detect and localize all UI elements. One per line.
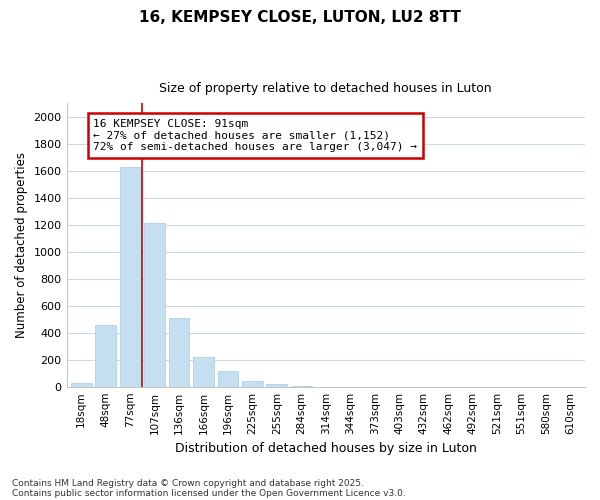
Bar [71, 382, 92, 386]
Bar [218, 371, 238, 386]
Bar [242, 382, 263, 386]
Bar [193, 357, 214, 386]
Bar [120, 168, 140, 386]
Text: 16, KEMPSEY CLOSE, LUTON, LU2 8TT: 16, KEMPSEY CLOSE, LUTON, LU2 8TT [139, 10, 461, 25]
Title: Size of property relative to detached houses in Luton: Size of property relative to detached ho… [160, 82, 492, 95]
X-axis label: Distribution of detached houses by size in Luton: Distribution of detached houses by size … [175, 442, 477, 455]
Y-axis label: Number of detached properties: Number of detached properties [15, 152, 28, 338]
Text: Contains public sector information licensed under the Open Government Licence v3: Contains public sector information licen… [12, 488, 406, 498]
Bar [144, 224, 165, 386]
Bar [95, 324, 116, 386]
Bar [266, 384, 287, 386]
Bar [169, 318, 190, 386]
Text: 16 KEMPSEY CLOSE: 91sqm
← 27% of detached houses are smaller (1,152)
72% of semi: 16 KEMPSEY CLOSE: 91sqm ← 27% of detache… [94, 119, 418, 152]
Text: Contains HM Land Registry data © Crown copyright and database right 2025.: Contains HM Land Registry data © Crown c… [12, 478, 364, 488]
